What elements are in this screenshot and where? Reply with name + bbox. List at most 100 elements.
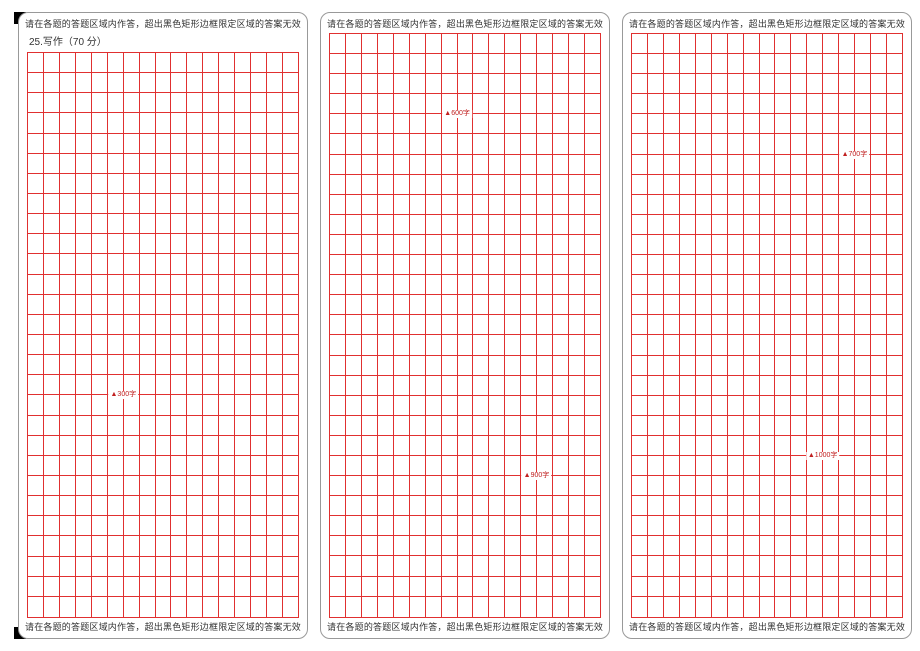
char-count-marker: ▲600字	[442, 110, 472, 118]
grid-cell	[791, 597, 807, 617]
grid-cell	[839, 315, 855, 335]
grid-cell	[553, 356, 569, 376]
grid-cell	[44, 395, 60, 415]
grid-cell	[330, 74, 346, 94]
grid-cell	[267, 456, 283, 476]
grid-cell	[505, 134, 521, 154]
grid-cell	[442, 416, 458, 436]
grid-cell	[92, 315, 108, 335]
grid-cell	[92, 516, 108, 536]
grid-cell	[442, 376, 458, 396]
grid-cell	[569, 396, 585, 416]
grid-cell	[330, 597, 346, 617]
grid-cell	[44, 194, 60, 214]
answer-sheet: 请在各题的答题区域内作答，超出黑色矩形边框限定区域的答案无效25.写作（70 分…	[18, 12, 902, 639]
grid-cell	[219, 93, 235, 113]
grid-row	[330, 335, 600, 355]
grid-row	[330, 34, 600, 54]
grid-cell	[887, 295, 902, 315]
grid-cell	[362, 456, 378, 476]
grid-cell	[728, 356, 744, 376]
grid-cell	[823, 376, 839, 396]
grid-cell	[791, 356, 807, 376]
grid-cell	[44, 315, 60, 335]
grid-cell	[775, 436, 791, 456]
grid-cell	[728, 195, 744, 215]
grid-cell	[505, 155, 521, 175]
grid-cell	[489, 134, 505, 154]
grid-cell	[283, 194, 298, 214]
grid-cell	[728, 577, 744, 597]
grid-cell	[505, 436, 521, 456]
grid-cell	[140, 577, 156, 597]
grid-cell	[664, 396, 680, 416]
grid-cell	[171, 436, 187, 456]
grid-cell	[187, 53, 203, 73]
grid-cell	[410, 215, 426, 235]
grid-cell	[362, 134, 378, 154]
grid-cell	[648, 597, 664, 617]
grid-cell	[283, 113, 298, 133]
grid-cell	[744, 396, 760, 416]
grid-cell	[585, 335, 600, 355]
grid-cell	[680, 34, 696, 54]
grid-cell	[569, 536, 585, 556]
grid-cell	[187, 476, 203, 496]
grid-cell	[60, 557, 76, 577]
grid-cell	[887, 315, 902, 335]
grid-cell	[537, 94, 553, 114]
grid-cell	[362, 536, 378, 556]
grid-cell	[664, 577, 680, 597]
grid-cell	[28, 516, 44, 536]
grid-cell	[728, 376, 744, 396]
grid-cell	[744, 134, 760, 154]
grid-cell	[394, 275, 410, 295]
grid-cell	[871, 134, 887, 154]
grid-cell	[537, 215, 553, 235]
grid-cell	[410, 94, 426, 114]
grid-cell	[76, 375, 92, 395]
grid-cell	[426, 275, 442, 295]
grid-cell	[728, 516, 744, 536]
grid-cell	[92, 53, 108, 73]
grid-cell	[775, 597, 791, 617]
grid-row	[632, 335, 902, 355]
grid-row	[28, 214, 298, 234]
grid-cell	[871, 556, 887, 576]
grid-cell	[553, 235, 569, 255]
grid-cell	[203, 154, 219, 174]
grid-cell	[156, 516, 172, 536]
grid-cell	[458, 275, 474, 295]
grid-cell	[426, 255, 442, 275]
grid-cell	[458, 215, 474, 235]
grid-cell	[871, 175, 887, 195]
grid-cell	[473, 597, 489, 617]
grid-cell	[807, 235, 823, 255]
grid-cell	[219, 113, 235, 133]
grid-cell	[283, 476, 298, 496]
grid-row	[28, 113, 298, 133]
grid-cell	[394, 34, 410, 54]
grid-cell	[791, 215, 807, 235]
grid-cell	[871, 54, 887, 74]
grid-cell	[664, 315, 680, 335]
grid-cell	[140, 557, 156, 577]
grid-cell	[92, 436, 108, 456]
grid-cell	[219, 234, 235, 254]
grid-cell	[855, 255, 871, 275]
grid-cell	[458, 456, 474, 476]
grid-cell	[283, 456, 298, 476]
grid-cell	[760, 255, 776, 275]
grid-inner	[330, 34, 600, 617]
grid-cell	[140, 53, 156, 73]
grid-row	[330, 74, 600, 94]
grid-cell	[473, 74, 489, 94]
grid-cell	[712, 436, 728, 456]
grid-cell	[251, 73, 267, 93]
grid-cell	[76, 536, 92, 556]
grid-cell	[346, 295, 362, 315]
grid-cell	[823, 275, 839, 295]
grid-cell	[251, 53, 267, 73]
grid-cell	[330, 155, 346, 175]
grid-cell	[251, 597, 267, 617]
